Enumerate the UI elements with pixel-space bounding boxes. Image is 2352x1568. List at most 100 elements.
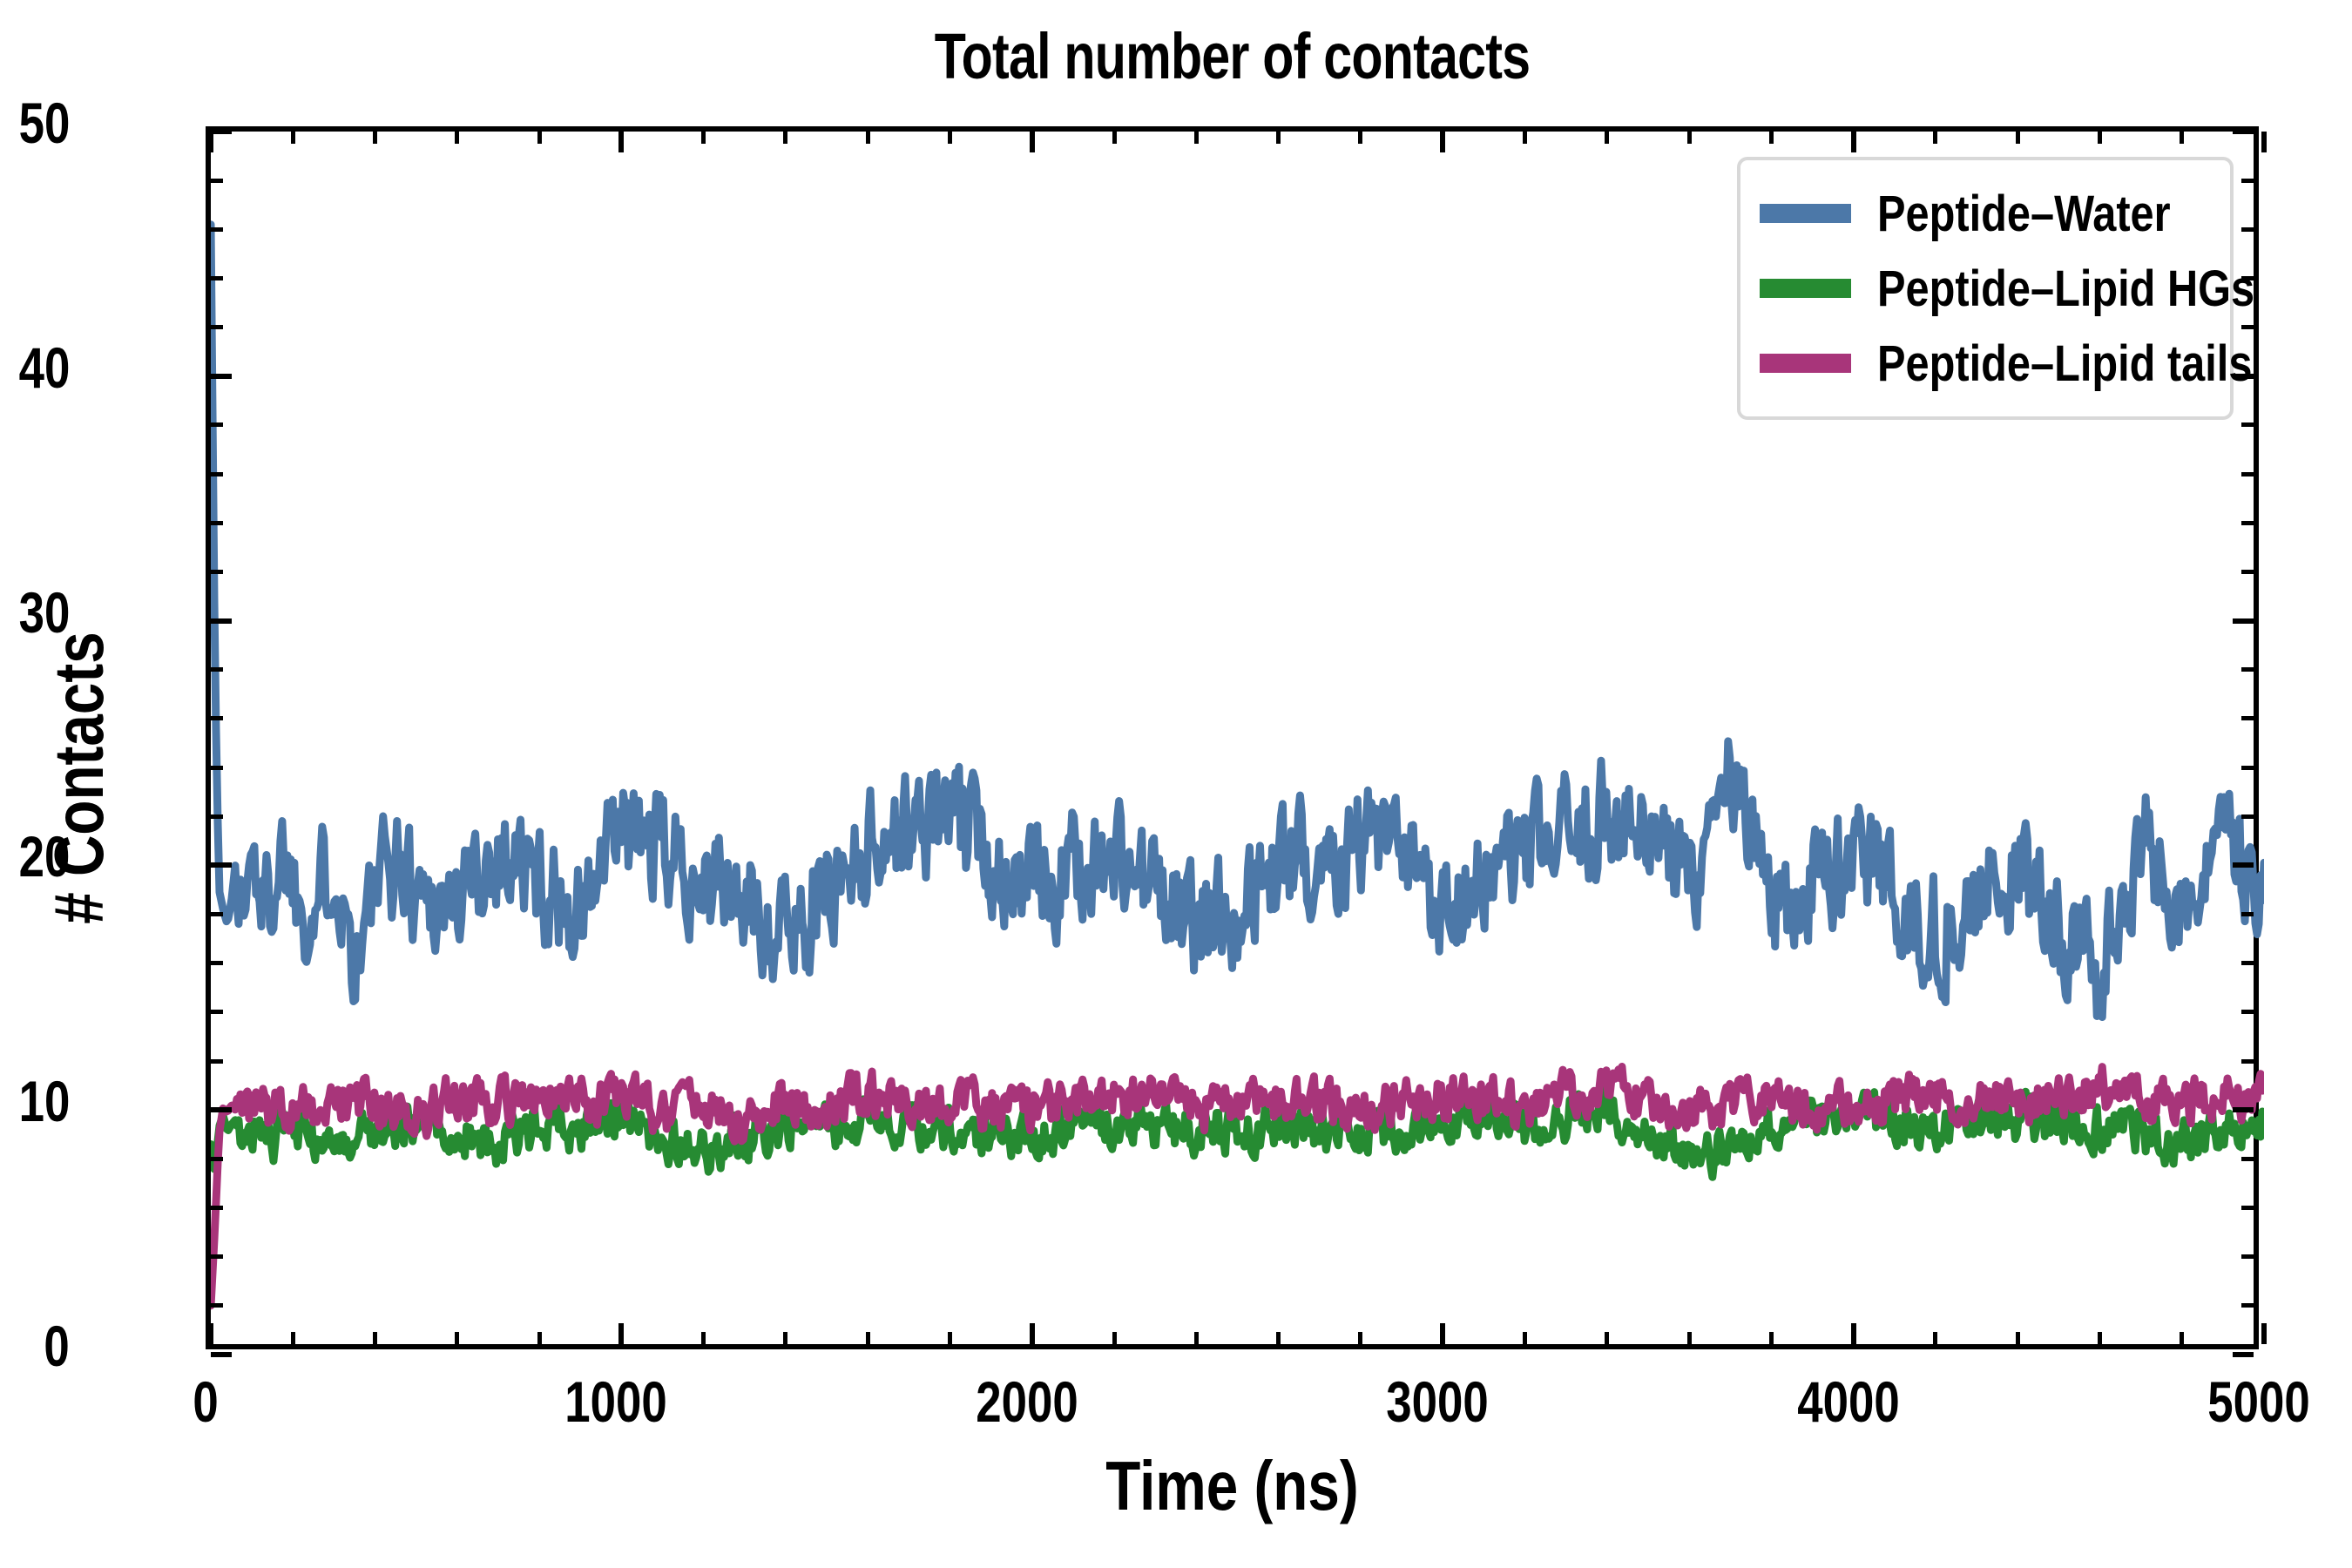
axis-tick xyxy=(2241,275,2254,280)
axis-tick xyxy=(211,1206,223,1211)
axis-tick xyxy=(1933,1332,1938,1344)
x-tick-label: 3000 xyxy=(1386,1369,1489,1434)
axis-tick xyxy=(2241,1010,2254,1015)
axis-tick xyxy=(2241,765,2254,770)
y-tick-label: 0 xyxy=(44,1314,70,1378)
axis-tick xyxy=(1605,1332,1610,1344)
legend-item[interactable]: Peptide–Water xyxy=(1760,176,2211,251)
axis-tick xyxy=(2241,814,2254,819)
axis-tick xyxy=(211,961,223,966)
y-tick-label: 30 xyxy=(18,579,70,645)
axis-tick xyxy=(211,129,232,134)
axis-tick xyxy=(1850,132,1856,152)
x-tick-label: 1000 xyxy=(564,1369,668,1434)
axis-tick xyxy=(211,814,223,819)
axis-tick xyxy=(211,422,223,428)
axis-tick xyxy=(2241,1206,2254,1211)
legend-color-swatch xyxy=(1760,354,1851,373)
axis-tick xyxy=(2241,471,2254,476)
axis-tick xyxy=(2233,129,2254,134)
axis-tick xyxy=(1029,1323,1035,1344)
legend-item[interactable]: Peptide–Lipid tails xyxy=(1760,326,2252,401)
axis-tick xyxy=(2097,1332,2102,1344)
axis-tick xyxy=(2233,373,2254,379)
axis-tick xyxy=(2261,132,2267,152)
axis-tick xyxy=(211,1156,223,1161)
axis-tick xyxy=(211,471,223,476)
axis-tick xyxy=(1850,1323,1856,1344)
axis-tick xyxy=(1193,132,1199,144)
axis-tick xyxy=(455,1332,460,1344)
axis-tick xyxy=(1358,1332,1363,1344)
series-line-peptide-lipid-hgs xyxy=(211,1083,2264,1181)
axis-tick xyxy=(211,1010,223,1015)
axis-tick xyxy=(2241,325,2254,330)
axis-tick xyxy=(211,569,223,574)
axis-tick xyxy=(2241,569,2254,574)
axis-tick xyxy=(1193,1332,1199,1344)
axis-tick xyxy=(701,132,706,144)
axis-tick xyxy=(1276,132,1281,144)
axis-tick xyxy=(1112,1332,1117,1344)
axis-tick xyxy=(1358,132,1363,144)
axis-tick xyxy=(211,520,223,525)
axis-tick xyxy=(783,1332,788,1344)
axis-tick xyxy=(2241,1254,2254,1260)
plot-series-svg xyxy=(211,220,2264,1310)
axis-tick xyxy=(618,132,625,152)
x-tick-label: 4000 xyxy=(1796,1369,1900,1434)
x-tick-label: 5000 xyxy=(2207,1369,2310,1434)
axis-tick xyxy=(1522,132,1527,144)
axis-tick xyxy=(208,132,213,152)
axis-tick xyxy=(701,1332,706,1344)
axis-tick xyxy=(1276,1332,1281,1344)
axis-tick xyxy=(211,667,223,672)
axis-tick xyxy=(2241,422,2254,428)
axis-tick xyxy=(2233,1352,2254,1357)
axis-tick xyxy=(2241,520,2254,525)
axis-tick xyxy=(2241,961,2254,966)
axis-tick xyxy=(455,132,460,144)
axis-tick xyxy=(211,716,223,721)
axis-tick xyxy=(2241,912,2254,917)
axis-tick xyxy=(948,132,953,144)
axis-tick xyxy=(290,1332,295,1344)
axis-tick xyxy=(211,618,232,624)
axis-tick xyxy=(373,132,378,144)
axis-tick xyxy=(1686,1332,1692,1344)
axis-tick xyxy=(2180,1332,2185,1344)
legend-item[interactable]: Peptide–Lipid HGs xyxy=(1760,251,2254,326)
axis-tick xyxy=(618,1323,625,1344)
y-tick-label: 20 xyxy=(18,824,70,889)
axis-tick xyxy=(211,1303,223,1308)
chart-legend[interactable]: Peptide–Water Peptide–Lipid HGs Peptide–Li… xyxy=(1737,157,2254,420)
axis-tick xyxy=(2015,1332,2020,1344)
axis-tick xyxy=(211,226,223,232)
axis-tick xyxy=(211,178,223,183)
legend-item-label: Peptide–Lipid tails xyxy=(1877,335,2253,392)
axis-tick xyxy=(373,1332,378,1344)
axis-tick xyxy=(211,373,232,379)
axis-tick xyxy=(211,862,232,868)
axis-tick xyxy=(211,1058,223,1064)
axis-tick xyxy=(2241,1303,2254,1308)
series-line-peptide-water xyxy=(211,220,2264,1021)
y-tick-label: 50 xyxy=(18,91,70,155)
axis-tick xyxy=(2241,1058,2254,1064)
axis-tick xyxy=(537,132,542,144)
axis-tick xyxy=(2233,862,2254,868)
axis-tick xyxy=(1112,132,1117,144)
axis-tick xyxy=(1029,132,1035,152)
axis-tick xyxy=(865,1332,870,1344)
legend-item-label: Peptide–Lipid HGs xyxy=(1877,260,2255,317)
axis-tick xyxy=(1440,132,1446,152)
axis-tick xyxy=(2015,132,2020,144)
axis-tick xyxy=(211,1107,232,1113)
x-axis-label: Time (ns) xyxy=(1105,1447,1359,1524)
chart-title: Total number of contacts xyxy=(934,20,1531,92)
axis-tick xyxy=(2233,618,2254,624)
axis-tick xyxy=(211,765,223,770)
axis-tick xyxy=(2180,132,2185,144)
axis-tick xyxy=(211,1254,223,1260)
